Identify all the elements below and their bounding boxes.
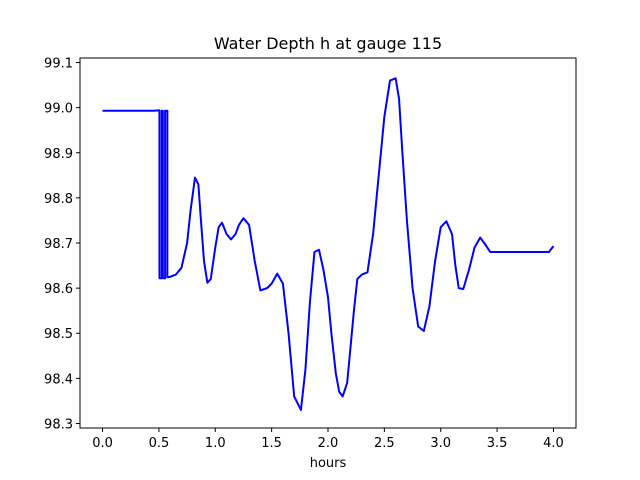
y-tick-label: 98.4 <box>44 372 73 387</box>
x-axis-label: hours <box>310 456 347 471</box>
y-tick-label: 99.0 <box>44 102 73 117</box>
y-tick-label: 99.1 <box>44 57 73 72</box>
y-tick-label: 98.6 <box>44 282 73 297</box>
axes-frame <box>79 57 577 429</box>
x-tick-label: 2.5 <box>374 436 395 451</box>
x-tick-label: 2.0 <box>318 436 339 451</box>
x-axis: 0.0 0.5 1.0 1.5 2.0 2.5 3.0 3.5 4.0 <box>92 428 564 451</box>
x-tick-label: 0.5 <box>149 436 170 451</box>
y-tick-label: 98.3 <box>44 417 73 432</box>
plot-area <box>102 77 555 411</box>
y-tick-label: 98.5 <box>44 327 73 342</box>
chart-title: Water Depth h at gauge 115 <box>214 34 442 53</box>
x-tick-label: 3.5 <box>487 436 508 451</box>
x-tick-label: 3.0 <box>430 436 451 451</box>
y-axis: 98.3 98.4 98.5 98.6 98.7 98.8 98.9 99.0 99.1 <box>44 57 80 432</box>
x-tick-label: 1.5 <box>261 436 282 451</box>
y-tick-label: 98.7 <box>44 237 73 252</box>
y-tick-label: 98.8 <box>44 192 73 207</box>
x-tick-label: 4.0 <box>543 436 564 451</box>
series-line <box>102 77 555 411</box>
y-tick-label: 98.9 <box>44 147 73 162</box>
x-tick-label: 1.0 <box>205 436 226 451</box>
x-tick-label: 0.0 <box>92 436 113 451</box>
